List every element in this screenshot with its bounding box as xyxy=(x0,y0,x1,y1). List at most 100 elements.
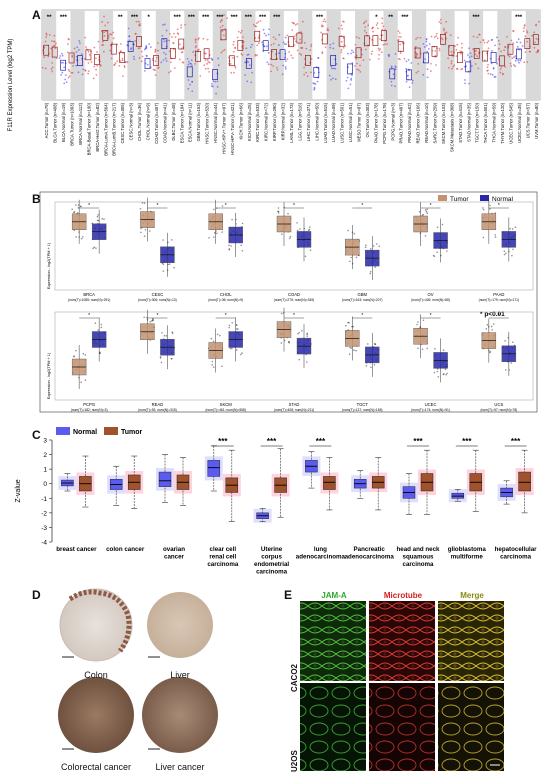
panel-a-band xyxy=(326,10,341,100)
panel-a-point xyxy=(399,36,402,38)
panel-a-point xyxy=(263,45,266,48)
panel-a-point xyxy=(276,68,279,71)
panel-a-point xyxy=(356,62,358,65)
panel-a-point xyxy=(176,28,179,31)
panel-a-point xyxy=(41,66,44,69)
panel-a-point xyxy=(256,44,258,47)
panel-a-point xyxy=(284,67,287,70)
panel-a-box xyxy=(296,32,303,44)
panel-a-point xyxy=(256,54,258,57)
panel-b-point xyxy=(350,256,352,259)
panel-a-point xyxy=(187,63,190,66)
panel-a-point xyxy=(468,82,471,85)
panel-a-box xyxy=(110,43,117,55)
panel-a-point xyxy=(140,60,143,63)
panel-a-point xyxy=(341,27,344,30)
panel-a-point xyxy=(77,71,80,74)
panel-a-point xyxy=(291,57,294,59)
panel-a-sig: * xyxy=(375,15,378,21)
panel-b-point xyxy=(216,232,218,235)
panel-a-point xyxy=(364,48,367,51)
panel-a-point xyxy=(411,82,414,84)
panel-a-point xyxy=(121,59,124,62)
panel-b-point xyxy=(241,352,243,354)
panel-a-point xyxy=(453,64,456,67)
panel-b-letter: B xyxy=(32,192,41,206)
panel-a-point xyxy=(78,40,81,42)
panel-a-sig: *** xyxy=(174,15,182,21)
panel-a-box xyxy=(414,47,421,59)
panel-a-xtick: TGCT.Tumor (n=150) xyxy=(475,102,480,142)
panel-a-sig: *** xyxy=(231,15,239,21)
panel-a-box xyxy=(254,30,261,42)
panel-a-xtick: CESC.Normal (n=3) xyxy=(129,102,134,140)
panel-a-box xyxy=(482,50,488,62)
panel-b-point xyxy=(424,235,427,237)
panel-b-point xyxy=(239,353,242,356)
panel-a-point xyxy=(251,71,254,74)
panel-a-point xyxy=(312,82,315,85)
panel-a-point xyxy=(517,59,520,62)
panel-a-point xyxy=(350,79,353,81)
panel-a-point xyxy=(476,55,479,58)
panel-a-point xyxy=(524,35,527,38)
panel-a-point xyxy=(414,51,417,54)
panel-a-point xyxy=(340,49,343,51)
panel-a-point xyxy=(512,29,514,32)
panel-a-point xyxy=(492,67,495,69)
panel-a-point xyxy=(73,47,76,50)
panel-b-point xyxy=(94,322,97,324)
panel-b-point xyxy=(510,362,513,364)
panel-a-box xyxy=(364,35,370,47)
panel-a-point xyxy=(137,20,140,23)
panel-a-point xyxy=(533,31,536,34)
panel-b-point xyxy=(494,212,496,214)
panel-a-xtick: CHOL.Normal (n=9) xyxy=(146,102,151,140)
panel-a-point xyxy=(398,32,401,34)
panel-a-point xyxy=(165,60,168,62)
panel-a-point xyxy=(486,66,489,69)
panel-a-point xyxy=(250,81,253,84)
legend-tumor-swatch xyxy=(438,195,447,201)
panel-a-point xyxy=(211,59,214,61)
panel-a-point xyxy=(180,26,182,29)
c-category-label: renal cell xyxy=(209,554,236,561)
panel-a-point xyxy=(497,39,500,42)
panel-a-point xyxy=(477,67,480,70)
panel-a-point xyxy=(48,34,51,36)
panel-a-point xyxy=(495,36,498,39)
panel-b-point xyxy=(73,211,75,214)
panel-a-sig: ** xyxy=(388,15,393,21)
panel-b-point xyxy=(143,316,145,319)
panel-a-point xyxy=(523,61,526,64)
panel-a-xtick: BLCA.Normal (n=19) xyxy=(61,102,66,142)
panel-a-point xyxy=(90,61,93,63)
panel-a-band xyxy=(127,10,142,100)
c-category-label: breast cancer xyxy=(56,546,97,553)
panel-a-point xyxy=(44,67,47,70)
panel-b-point xyxy=(352,325,354,328)
panel-a-point xyxy=(78,42,81,45)
panel-a-point xyxy=(502,72,504,75)
panel-a-point xyxy=(300,31,302,33)
panel-a-box xyxy=(330,55,337,66)
panel-a-point xyxy=(303,66,306,69)
panel-a-point xyxy=(394,85,396,88)
panel-a-point xyxy=(310,71,312,74)
panel-a-point xyxy=(292,22,295,24)
panel-a-point xyxy=(54,47,57,50)
panel-b-point xyxy=(347,229,349,232)
panel-a-point xyxy=(435,35,438,37)
c-ytick-label: -4 xyxy=(41,540,47,547)
panel-a-point xyxy=(293,44,296,46)
panel-a-point xyxy=(268,28,270,31)
panel-a-point xyxy=(103,34,106,37)
panel-b-cancer-name: STAD xyxy=(289,402,300,407)
panel-a-xtick: GBM.Tumor (n=153) xyxy=(196,102,201,141)
panel-a-point xyxy=(354,56,357,59)
panel-a-point xyxy=(326,27,329,30)
panel-a-xtick: HNSC-HPV+.Tumor (n=97) xyxy=(221,102,226,153)
panel-b-cancer-name: OV xyxy=(428,292,434,297)
panel-b-point xyxy=(503,250,506,253)
panel-a-point xyxy=(102,50,105,53)
